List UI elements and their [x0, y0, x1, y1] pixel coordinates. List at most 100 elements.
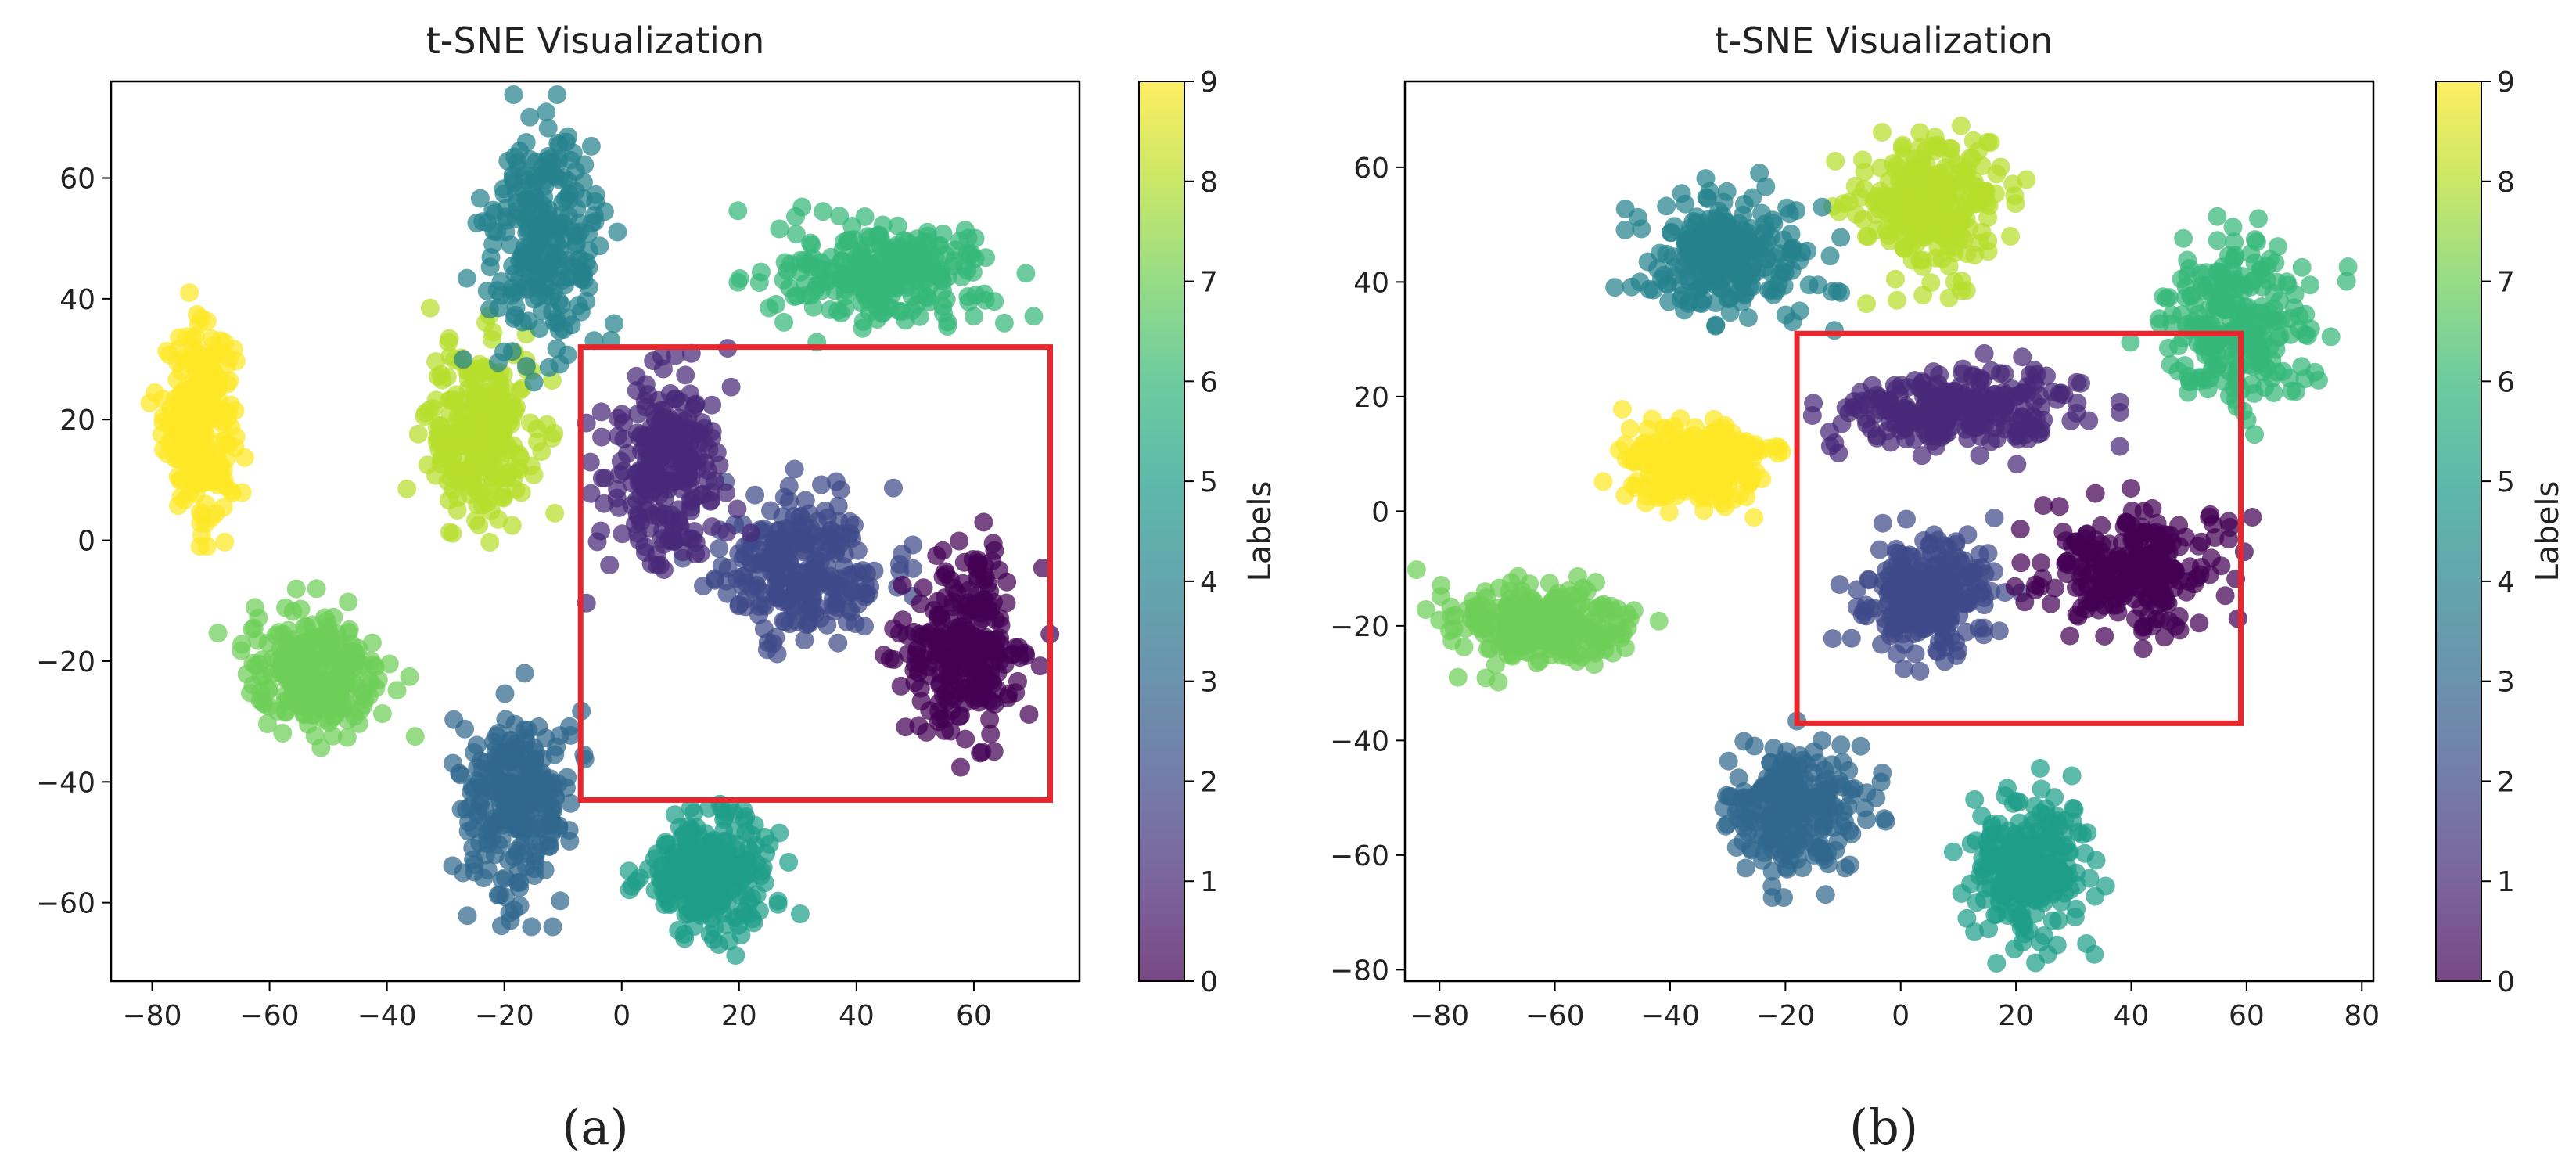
scatter-point [1680, 292, 1699, 311]
scatter-point [1740, 277, 1759, 297]
scatter-point [959, 593, 978, 613]
scatter-point [1586, 573, 1605, 592]
scatter-point [1612, 400, 1632, 419]
scatter-point [530, 232, 549, 250]
scatter-point [1965, 789, 1985, 809]
scatter-point [537, 102, 556, 122]
scatter-point [1624, 601, 1644, 620]
scatter-point [397, 479, 417, 498]
scatter-point [591, 402, 611, 422]
scatter-point [275, 685, 295, 705]
colorbar [1138, 81, 1185, 982]
scatter-point [1989, 621, 2009, 641]
scatter-point [2067, 403, 2086, 423]
scatter-point [1630, 272, 1650, 292]
scatter-point [702, 395, 722, 415]
scatter-point [2301, 319, 2320, 339]
scatter-point [540, 815, 559, 835]
scatter-point [821, 535, 840, 555]
scatter-point [507, 802, 526, 822]
scatter-point [645, 849, 664, 869]
scatter-point [569, 296, 588, 315]
scatter-point [1946, 171, 1966, 190]
x-tick-label: 0 [613, 1000, 631, 1032]
scatter-point [720, 851, 739, 871]
colorbar-label: Labels [1242, 481, 1278, 582]
scatter-point [1659, 502, 1679, 522]
scatter-point [944, 579, 964, 598]
scatter-point [972, 743, 992, 761]
scatter-point [2287, 382, 2306, 401]
scatter-point [548, 85, 567, 104]
scatter-point [215, 431, 235, 450]
scatter-point [1780, 243, 1800, 262]
scatter-point [683, 452, 702, 472]
scatter-point [696, 852, 716, 872]
scatter-point [440, 329, 459, 348]
scatter-point [1803, 833, 1823, 853]
scatter-point [2192, 278, 2211, 297]
scatter-point [1937, 620, 1956, 639]
scatter-point [614, 462, 633, 481]
scatter-point [685, 890, 705, 910]
scatter-point [1834, 194, 1853, 214]
scatter-point [1705, 247, 1724, 267]
scatter-point [1477, 588, 1496, 607]
scatter-point [1734, 205, 1752, 225]
scatter-point [274, 624, 293, 644]
scatter-point [1997, 865, 2017, 885]
scatter-point [361, 651, 381, 671]
scatter-point [2008, 430, 2028, 449]
scatter-point [1950, 377, 1970, 397]
scatter-point [1568, 566, 1587, 586]
scatter-point [2257, 358, 2276, 378]
scatter-point [910, 653, 929, 673]
scatter-point [1949, 228, 1968, 247]
scatter-point [875, 646, 893, 665]
scatter-point [1828, 282, 1847, 301]
scatter-point [1830, 575, 1849, 595]
scatter-point [1605, 278, 1625, 297]
scatter-point [573, 172, 593, 192]
colorbar-tick-label: 7 [1200, 267, 1218, 299]
scatter-point [1755, 258, 1774, 278]
scatter-point [1873, 513, 1892, 533]
scatter-point [744, 913, 763, 933]
scatter-point [983, 656, 1002, 676]
scatter-point [830, 207, 850, 226]
scatter-point [445, 429, 464, 448]
scatter-point [1784, 794, 1804, 814]
scatter-point [1762, 281, 1780, 300]
scatter-point [1987, 164, 2007, 184]
scatter-point [969, 637, 989, 656]
scatter-point [2169, 336, 2188, 356]
scatter-point [484, 221, 504, 241]
scatter-point [2178, 250, 2197, 270]
scatter-point [1997, 884, 2017, 904]
scatter-point [1813, 815, 1833, 835]
scatter-point [2208, 262, 2227, 282]
scatter-point [475, 419, 494, 438]
scatter-point [489, 509, 508, 529]
scatter-point [946, 240, 965, 260]
scatter-point [1961, 874, 1981, 894]
scatter-point [217, 374, 237, 394]
scatter-point [613, 524, 632, 544]
scatter-point [1826, 152, 1845, 171]
scatter-point [902, 286, 922, 306]
scatter-point [826, 472, 846, 491]
scatter-point [893, 575, 912, 595]
scatter-point [936, 565, 956, 584]
scatter-point [856, 587, 875, 606]
scatter-point [1001, 646, 1021, 664]
scatter-point [1891, 210, 1910, 228]
scatter-point [1855, 798, 1874, 818]
scatter-point [957, 678, 976, 697]
scatter-point [882, 254, 902, 273]
scatter-point [620, 861, 638, 881]
scatter-point [1448, 667, 1468, 687]
x-tick-label: −20 [475, 1000, 534, 1032]
x-tick-label: −80 [123, 1000, 182, 1032]
scatter-point [308, 679, 328, 699]
